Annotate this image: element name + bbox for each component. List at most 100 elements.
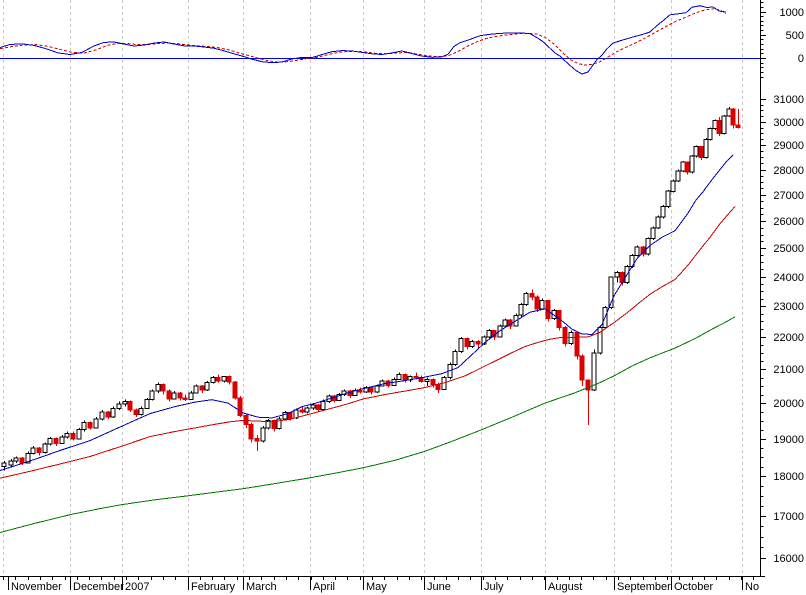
month-label: September (617, 581, 671, 593)
ma-slow-line (0, 206, 736, 479)
candle-body (260, 427, 266, 442)
candle-body (585, 379, 591, 391)
candle-body (105, 411, 111, 418)
candle-body (712, 120, 718, 130)
candle-body (248, 423, 254, 440)
candle-body (413, 376, 419, 379)
indicator-pane (0, 5, 760, 75)
candle-body (730, 108, 736, 126)
candle-body (155, 383, 161, 392)
candle-body (518, 304, 524, 316)
candle-body (254, 438, 260, 442)
candle-body (707, 128, 713, 140)
candle-body (122, 400, 128, 405)
candle-body (53, 438, 59, 445)
candle-body (25, 453, 31, 464)
candle-body (703, 138, 709, 158)
candle-body (1, 462, 7, 468)
candle-body (188, 392, 194, 400)
candle-body (64, 432, 70, 438)
candle-body (243, 414, 249, 425)
candle-body (675, 170, 681, 182)
y-axis-label: 22000 (773, 332, 804, 344)
candle-body (665, 190, 671, 207)
candle-body (166, 390, 172, 400)
candle-body (523, 293, 529, 306)
candle-body (497, 325, 503, 338)
month-label: April (313, 581, 335, 593)
candle-body (42, 443, 48, 454)
candle-body (160, 383, 166, 392)
y-axis-label: 28000 (773, 165, 804, 177)
candle-body (310, 404, 316, 409)
candle-body (357, 389, 363, 393)
candle-body (193, 385, 199, 394)
candle-body (221, 376, 227, 382)
candle-body (551, 310, 557, 319)
candle-body (336, 394, 342, 401)
candle-body (171, 392, 177, 400)
candle-body (650, 227, 656, 240)
candle-body (116, 403, 122, 409)
candle-body (591, 352, 597, 391)
candle-body (127, 400, 133, 411)
candle-body (660, 206, 666, 218)
y-axis-label: 20000 (773, 398, 804, 410)
candle-body (81, 422, 87, 431)
candle-body (133, 409, 139, 415)
candle-body (315, 404, 321, 410)
candle-body (475, 341, 481, 345)
candle-body (529, 293, 535, 298)
candle-body (424, 378, 430, 382)
candle-body (8, 460, 14, 466)
candle-body (655, 216, 661, 229)
candle-body (276, 418, 282, 430)
candle-body (13, 457, 19, 462)
y-axis-label: 16000 (773, 553, 804, 565)
month-label: December (73, 581, 124, 593)
candle-body (99, 411, 105, 420)
candle-body (684, 161, 690, 173)
candle-body (539, 300, 545, 310)
candle-body (149, 390, 155, 401)
candle-body (716, 120, 722, 134)
candle-body (430, 378, 436, 385)
month-label: February (191, 581, 236, 593)
y-axis-label: 21000 (773, 364, 804, 376)
candle-body (379, 380, 385, 387)
month-label: October (674, 581, 713, 593)
month-gridlines (3, 0, 743, 576)
candle-body (568, 331, 574, 344)
candle-body (177, 392, 183, 399)
candle-body (144, 399, 150, 409)
candle-body (76, 429, 82, 440)
candle-body (59, 436, 65, 444)
candle-body (138, 407, 144, 415)
candle-body (215, 377, 221, 382)
candle-body (574, 331, 580, 357)
candle-body (110, 407, 116, 418)
month-label: May (366, 581, 387, 593)
month-label: June (427, 581, 451, 593)
y-axis-label: 26000 (773, 216, 804, 228)
candle-body (735, 124, 741, 128)
candle-body (87, 422, 93, 429)
candle-body (693, 146, 699, 157)
candle-body (210, 377, 216, 384)
candle-body (396, 373, 402, 380)
candle-body (368, 387, 374, 393)
y-axis-label: 19000 (773, 434, 804, 446)
candle-body (19, 457, 25, 464)
candle-body (721, 115, 727, 134)
candle-body (30, 447, 36, 454)
month-label: August (548, 581, 582, 593)
candle-body (614, 271, 620, 278)
month-label: No (745, 581, 759, 593)
month-label: November (11, 581, 62, 593)
y-axis-label: 25000 (773, 243, 804, 255)
candle-body (265, 420, 271, 429)
candle-body (597, 327, 603, 354)
